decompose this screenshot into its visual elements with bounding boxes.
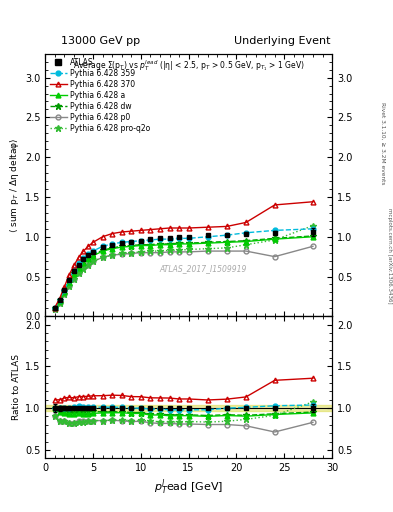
X-axis label: $p_T^l$ead [GeV]: $p_T^l$ead [GeV] <box>154 477 223 497</box>
Text: 13000 GeV pp: 13000 GeV pp <box>61 36 140 46</box>
Bar <box>45 405 332 412</box>
Legend: ATLAS, Pythia 6.428 359, Pythia 6.428 370, Pythia 6.428 a, Pythia 6.428 dw, Pyth: ATLAS, Pythia 6.428 359, Pythia 6.428 37… <box>48 56 152 135</box>
Text: Rivet 3.1.10, ≥ 3.2M events: Rivet 3.1.10, ≥ 3.2M events <box>381 102 386 185</box>
Text: Underlying Event: Underlying Event <box>233 36 330 46</box>
Text: Average Σ(p$_T$) vs $p_T^{lead}$ (|η| < 2.5, p$_T$ > 0.5 GeV, p$_{T_1}$ > 1 GeV): Average Σ(p$_T$) vs $p_T^{lead}$ (|η| < … <box>73 58 305 73</box>
Text: ATLAS_2017_I1509919: ATLAS_2017_I1509919 <box>159 265 247 273</box>
Text: mcplots.cern.ch [arXiv:1306.3436]: mcplots.cern.ch [arXiv:1306.3436] <box>387 208 392 304</box>
Y-axis label: ⟨ sum p$_T$ / Δη deltaφ⟩: ⟨ sum p$_T$ / Δη deltaφ⟩ <box>8 137 21 232</box>
Y-axis label: Ratio to ATLAS: Ratio to ATLAS <box>12 354 21 420</box>
